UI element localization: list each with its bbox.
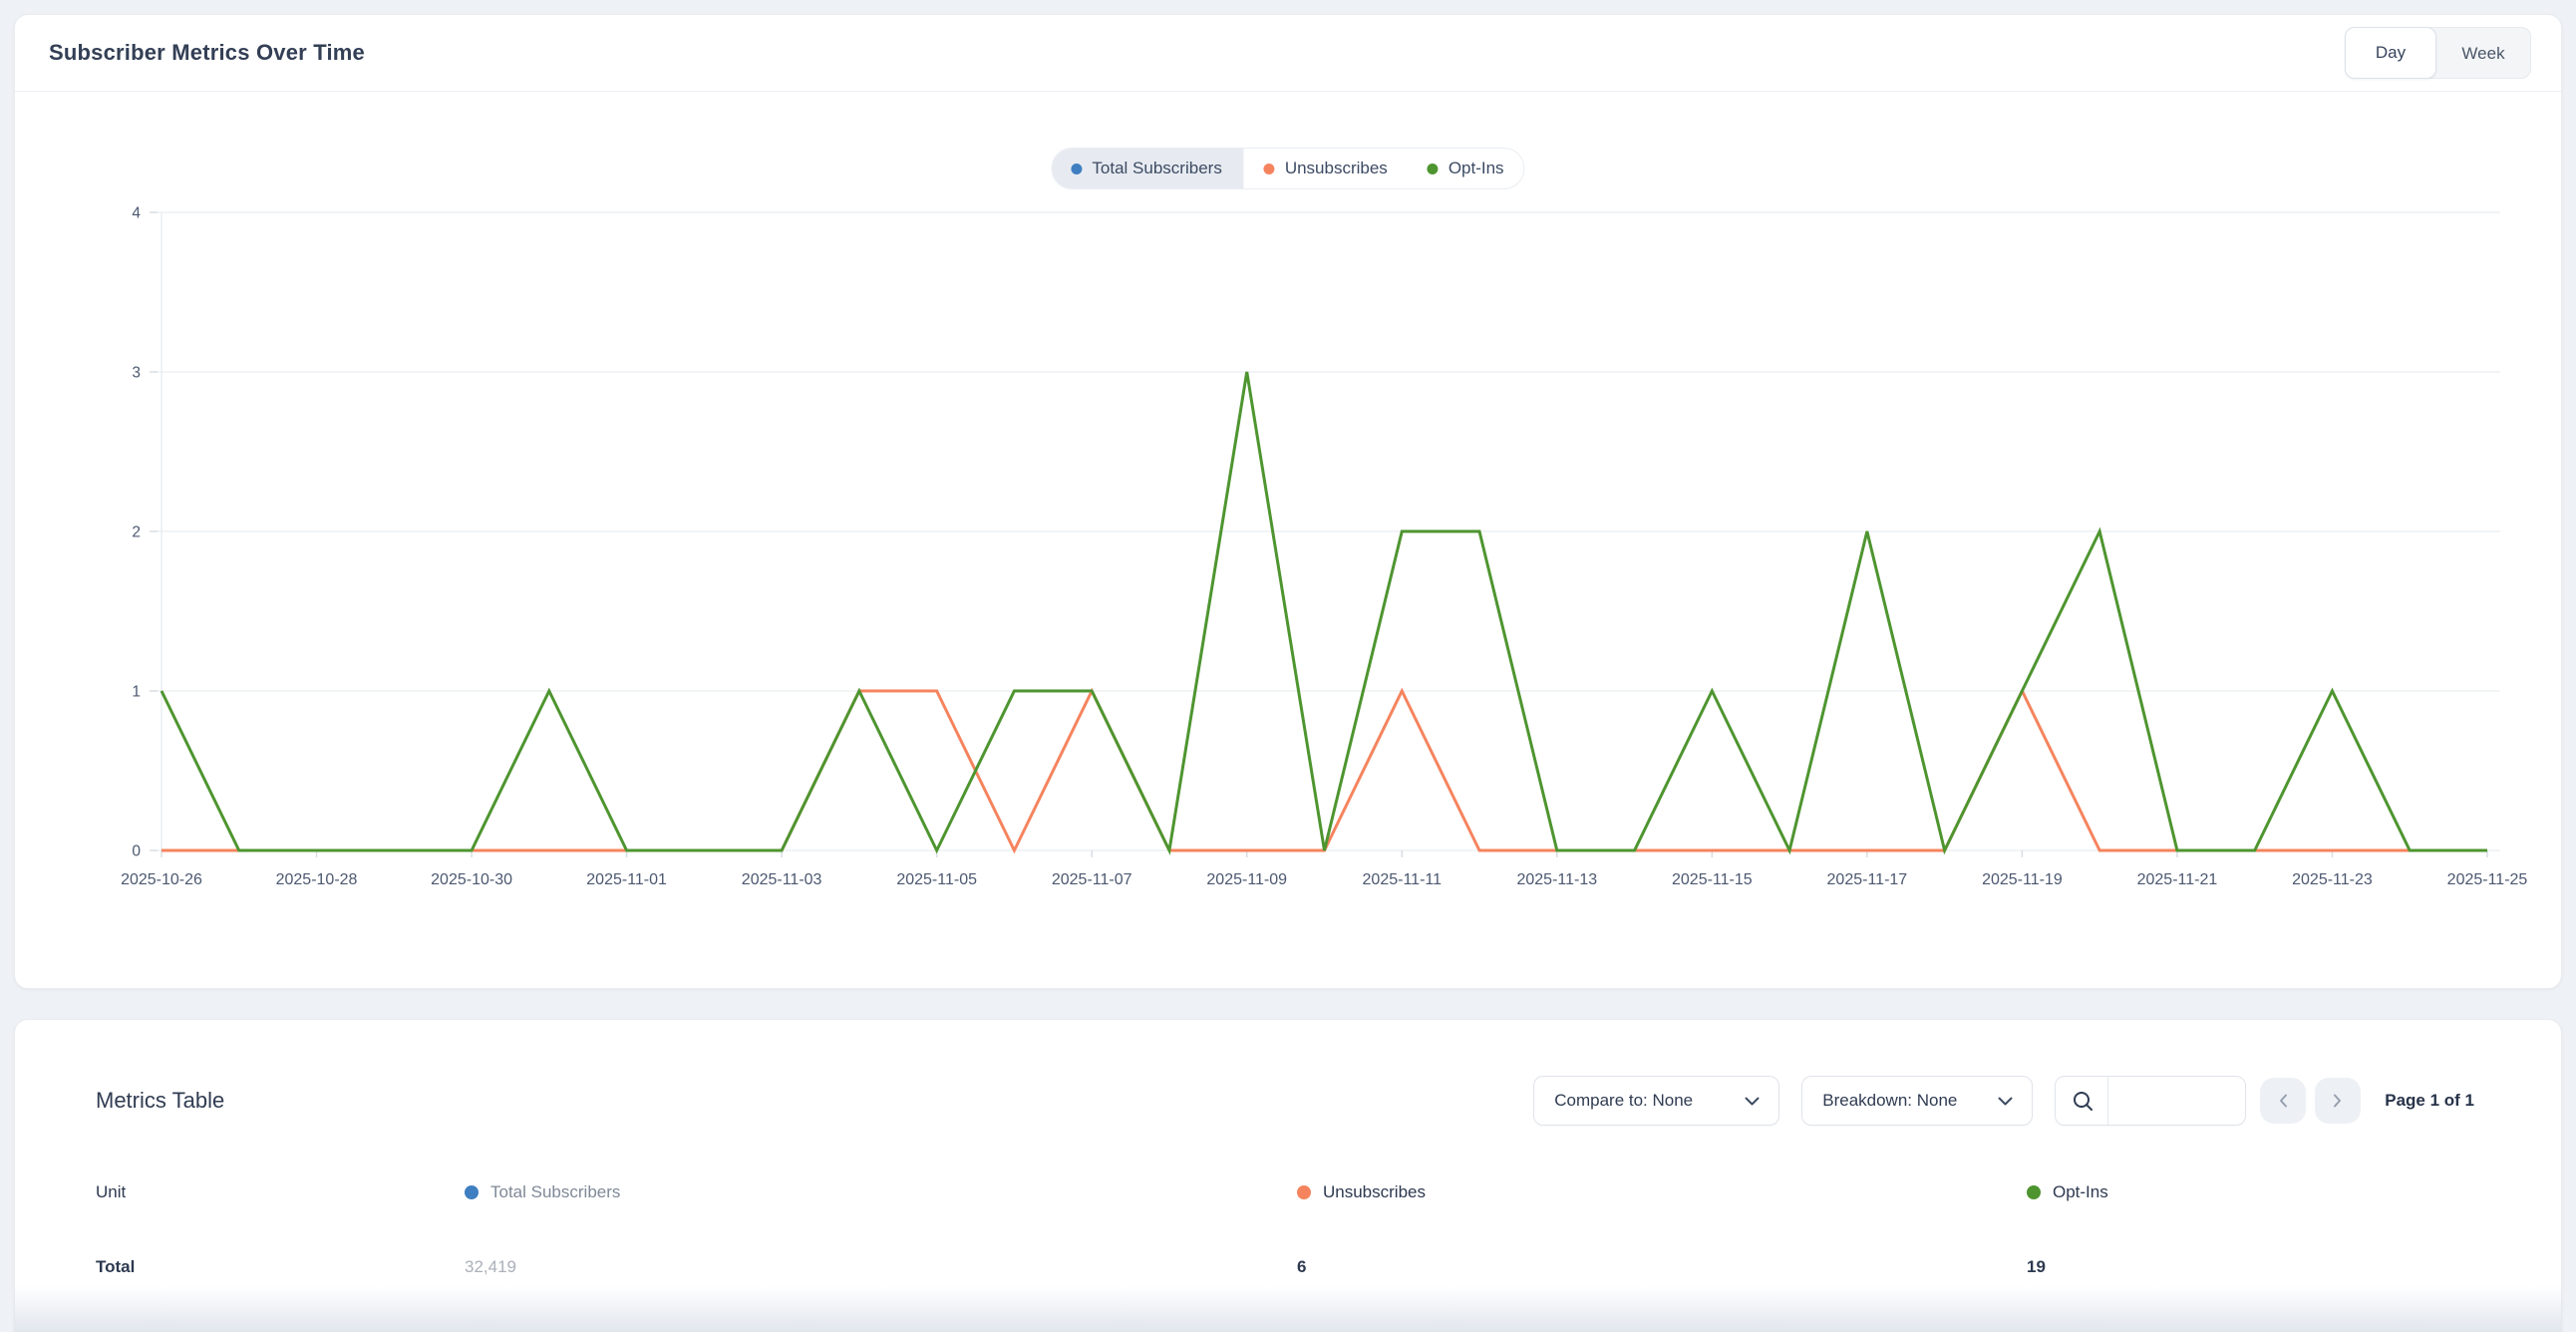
svg-text:2025-11-03: 2025-11-03 <box>742 871 822 888</box>
page-indicator: Page 1 of 1 <box>2385 1091 2474 1110</box>
legend-dot-icon <box>1427 163 1439 174</box>
metric-column-header: Opt-Ins <box>2027 1170 2108 1214</box>
metric-column-header: Total Subscribers <box>465 1170 620 1214</box>
search-box <box>2055 1076 2247 1126</box>
metric-total-value: 32,419 <box>465 1257 516 1276</box>
svg-text:2025-11-01: 2025-11-01 <box>586 871 667 888</box>
metric-dot-icon <box>465 1185 479 1199</box>
svg-text:2025-11-13: 2025-11-13 <box>1516 871 1597 888</box>
chart-card-title: Subscriber Metrics Over Time <box>49 40 365 65</box>
svg-text:2025-10-28: 2025-10-28 <box>276 871 358 888</box>
compare-dropdown[interactable]: Compare to: None <box>1533 1076 1780 1126</box>
legend-dot-icon <box>1263 163 1275 174</box>
svg-text:2025-11-05: 2025-11-05 <box>896 871 977 888</box>
table-row-total: Total 32,419 6 19 <box>15 1245 2561 1289</box>
chart-legend: Total Subscribers Unsubscribes Opt-Ins <box>1051 148 1525 189</box>
svg-text:2025-10-26: 2025-10-26 <box>121 871 202 888</box>
search-input[interactable] <box>2108 1077 2246 1125</box>
metric-column-label: Total Subscribers <box>490 1182 621 1201</box>
row-header-unit: Unit <box>96 1182 127 1201</box>
svg-text:2025-10-30: 2025-10-30 <box>431 871 512 888</box>
svg-text:2025-11-15: 2025-11-15 <box>1672 871 1753 888</box>
svg-text:2025-11-09: 2025-11-09 <box>1206 871 1287 888</box>
breakdown-dropdown[interactable]: Breakdown: None <box>1801 1076 2034 1126</box>
chevron-down-icon <box>1744 1096 1761 1107</box>
search-icon <box>2072 1090 2094 1113</box>
svg-text:2025-11-21: 2025-11-21 <box>2137 871 2218 888</box>
metrics-table-title: Metrics Table <box>96 1088 225 1113</box>
svg-text:1: 1 <box>132 684 141 701</box>
svg-text:0: 0 <box>132 843 141 860</box>
legend-item[interactable]: Unsubscribes <box>1244 149 1408 188</box>
chevron-down-icon <box>1997 1096 2014 1107</box>
chevron-left-icon <box>2278 1093 2288 1109</box>
svg-text:2025-11-25: 2025-11-25 <box>2447 871 2528 888</box>
table-row-unit: Unit Total Subscribers Unsubscribes Opt-In… <box>15 1170 2561 1214</box>
legend-item-label: Unsubscribes <box>1284 159 1388 177</box>
header-divider <box>15 91 2561 92</box>
metric-column-label: Unsubscribes <box>1323 1182 1426 1201</box>
svg-text:2025-11-19: 2025-11-19 <box>1982 871 2063 888</box>
metrics-table-card: Metrics Table Compare to: None Breakdown… <box>14 1019 2562 1332</box>
svg-text:2025-11-07: 2025-11-07 <box>1052 871 1132 888</box>
legend-item[interactable]: Total Subscribers <box>1052 149 1244 188</box>
breakdown-dropdown-label: Breakdown: None <box>1822 1091 1958 1110</box>
compare-dropdown-label: Compare to: None <box>1554 1091 1694 1110</box>
svg-text:4: 4 <box>132 205 141 222</box>
legend-item-label: Opt-Ins <box>1448 159 1504 177</box>
metric-column-label: Opt-Ins <box>2053 1182 2108 1201</box>
legend-item[interactable]: Opt-Ins <box>1408 149 1524 188</box>
metric-dot-icon <box>1297 1185 1311 1199</box>
toggle-day-button[interactable]: Day <box>2345 27 2436 79</box>
table-controls: Compare to: None Breakdown: None <box>1533 1076 2474 1126</box>
chart-card: Subscriber Metrics Over Time Day Week To… <box>14 14 2562 989</box>
svg-text:2025-11-17: 2025-11-17 <box>1827 871 1908 888</box>
svg-text:2025-11-11: 2025-11-11 <box>1363 871 1443 888</box>
metric-column-header: Unsubscribes <box>1297 1170 1426 1214</box>
interval-toggle: Day Week <box>2345 27 2531 79</box>
svg-text:2025-11-23: 2025-11-23 <box>2292 871 2373 888</box>
metric-total-value: 19 <box>2027 1257 2046 1276</box>
metric-total-value: 6 <box>1297 1257 1307 1276</box>
next-page-button[interactable] <box>2315 1078 2362 1124</box>
legend-dot-icon <box>1071 163 1083 174</box>
toggle-week-button[interactable]: Week <box>2436 28 2530 80</box>
chevron-right-icon <box>2333 1093 2343 1109</box>
svg-text:3: 3 <box>132 365 141 382</box>
metric-dot-icon <box>2027 1185 2041 1199</box>
legend-item-label: Total Subscribers <box>1092 159 1222 177</box>
row-header-total: Total <box>96 1257 136 1276</box>
search-divider <box>2107 1077 2109 1125</box>
svg-text:2: 2 <box>132 524 141 541</box>
prev-page-button[interactable] <box>2260 1078 2307 1124</box>
